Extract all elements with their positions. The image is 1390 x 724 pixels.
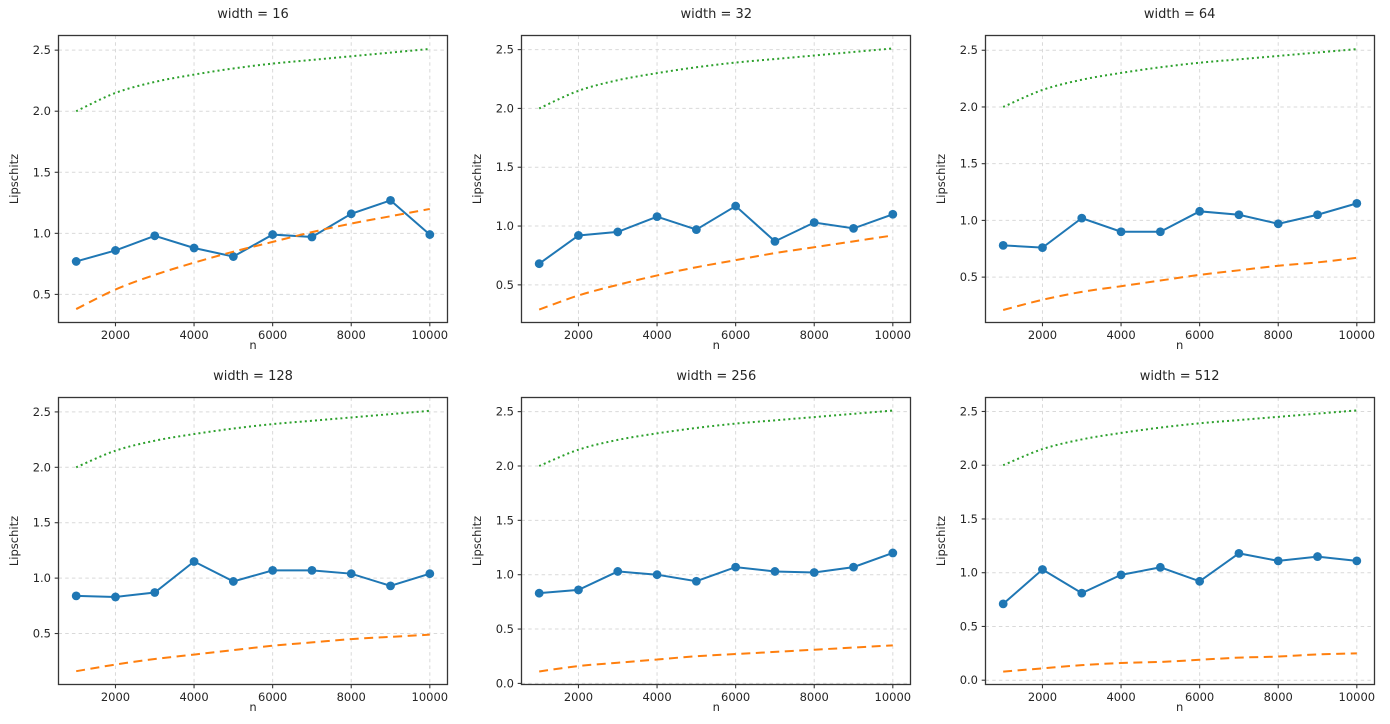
svg-text:4000: 4000 <box>179 328 208 342</box>
svg-text:2.0: 2.0 <box>33 104 51 118</box>
plot-area: 2000 4000 6000 8000 10000 0.5 1.0 1.5 2.0 2.5 <box>496 34 912 342</box>
svg-text:2.0: 2.0 <box>959 458 977 472</box>
svg-text:6000: 6000 <box>258 690 287 704</box>
svg-text:4000: 4000 <box>1106 328 1135 342</box>
svg-text:10000: 10000 <box>875 328 912 342</box>
subplot-title: width = 64 <box>1143 7 1216 22</box>
svg-text:4000: 4000 <box>643 328 672 342</box>
svg-text:8000: 8000 <box>337 328 366 342</box>
svg-text:4000: 4000 <box>643 690 672 704</box>
svg-text:4000: 4000 <box>179 690 208 704</box>
subplot-title: width = 256 <box>676 369 757 384</box>
x-axis-label: n <box>249 338 257 352</box>
y-axis-label: Lipschitz <box>470 153 485 205</box>
svg-text:1.0: 1.0 <box>496 568 514 582</box>
y-axis-label: Lipschitz <box>7 515 21 567</box>
x-axis-label: n <box>249 700 257 714</box>
svg-text:8000: 8000 <box>800 690 829 704</box>
svg-text:0.5: 0.5 <box>496 278 514 292</box>
svg-text:2.0: 2.0 <box>496 101 514 115</box>
plot-area: 2000 4000 6000 8000 10000 0.0 0.5 1.0 1.5 2.0 2.5 <box>959 396 1375 704</box>
subplot-width-512: 2000 4000 6000 8000 10000 0.0 0.5 1.0 1.5 2.0 2.5 … <box>927 362 1390 724</box>
svg-text:2.5: 2.5 <box>496 43 514 57</box>
svg-text:8000: 8000 <box>1263 690 1292 704</box>
svg-text:2000: 2000 <box>564 690 593 704</box>
svg-text:10000: 10000 <box>1338 328 1375 342</box>
svg-text:1.5: 1.5 <box>496 160 514 174</box>
svg-text:6000: 6000 <box>721 328 750 342</box>
svg-text:2.0: 2.0 <box>33 460 51 474</box>
svg-text:2.5: 2.5 <box>959 43 977 57</box>
y-axis-label: Lipschitz <box>470 515 485 567</box>
plot-area: 2000 4000 6000 8000 10000 0.5 1.0 1.5 2.0 2.5 <box>959 34 1375 342</box>
svg-text:1.0: 1.0 <box>496 219 514 233</box>
svg-text:8000: 8000 <box>337 690 366 704</box>
svg-text:2.0: 2.0 <box>959 100 977 114</box>
svg-text:0.5: 0.5 <box>33 287 51 301</box>
subplot-width-16: 2000 4000 6000 8000 10000 0.5 1.0 1.5 2.0 2.5 wid… <box>0 0 463 362</box>
svg-text:6000: 6000 <box>1185 690 1214 704</box>
subplot-width-32: 2000 4000 6000 8000 10000 0.5 1.0 1.5 2.0 2.5 wid… <box>463 0 926 362</box>
svg-text:2.5: 2.5 <box>33 43 51 57</box>
svg-text:2.0: 2.0 <box>496 459 514 473</box>
svg-text:1.0: 1.0 <box>33 571 51 585</box>
svg-text:6000: 6000 <box>258 328 287 342</box>
y-axis-label: Lipschitz <box>933 515 948 567</box>
svg-text:2000: 2000 <box>101 690 130 704</box>
svg-text:0.5: 0.5 <box>959 619 977 633</box>
svg-text:2000: 2000 <box>1028 328 1057 342</box>
svg-text:2.5: 2.5 <box>959 404 977 418</box>
subplot-width-256: 2000 4000 6000 8000 10000 0.0 0.5 1.0 1.5 2.0 2.5 … <box>463 362 926 724</box>
subplot-width-128: 2000 4000 6000 8000 10000 0.5 1.0 1.5 2.0 2.5 wid… <box>0 362 463 724</box>
svg-text:8000: 8000 <box>800 328 829 342</box>
svg-text:4000: 4000 <box>1106 690 1135 704</box>
subplot-title: width = 512 <box>1139 369 1220 384</box>
svg-text:0.0: 0.0 <box>959 673 977 687</box>
y-axis-label: Lipschitz <box>7 153 21 205</box>
subplot-title: width = 128 <box>213 369 293 384</box>
svg-text:2.5: 2.5 <box>496 405 514 419</box>
svg-text:10000: 10000 <box>412 328 449 342</box>
svg-text:10000: 10000 <box>1338 690 1375 704</box>
y-axis-label: Lipschitz <box>933 153 948 205</box>
subplot-title: width = 16 <box>217 7 289 22</box>
svg-text:1.5: 1.5 <box>33 516 51 530</box>
svg-text:0.5: 0.5 <box>496 622 514 636</box>
svg-text:8000: 8000 <box>1263 328 1292 342</box>
svg-text:1.0: 1.0 <box>959 566 977 580</box>
x-axis-label: n <box>1176 338 1184 352</box>
svg-text:2000: 2000 <box>1028 690 1057 704</box>
svg-text:6000: 6000 <box>1185 328 1214 342</box>
subplot-title: width = 32 <box>680 7 753 22</box>
svg-text:6000: 6000 <box>721 690 750 704</box>
svg-text:1.5: 1.5 <box>496 513 514 527</box>
svg-text:1.5: 1.5 <box>959 512 977 526</box>
svg-text:0.5: 0.5 <box>959 270 977 284</box>
svg-text:1.5: 1.5 <box>33 165 51 179</box>
svg-text:0.0: 0.0 <box>496 676 514 690</box>
plot-area: 2000 4000 6000 8000 10000 0.5 1.0 1.5 2.0 2.5 <box>33 396 449 704</box>
plot-area: 2000 4000 6000 8000 10000 0.5 1.0 1.5 2.0 2.5 <box>33 34 449 342</box>
x-axis-label: n <box>712 338 720 352</box>
svg-text:10000: 10000 <box>875 690 912 704</box>
svg-text:10000: 10000 <box>412 690 449 704</box>
svg-text:2.5: 2.5 <box>33 405 51 419</box>
svg-text:2000: 2000 <box>101 328 130 342</box>
subplot-width-64: 2000 4000 6000 8000 10000 0.5 1.0 1.5 2.0 2.5 wid… <box>927 0 1390 362</box>
svg-text:1.0: 1.0 <box>959 213 977 227</box>
x-axis-label: n <box>712 700 720 714</box>
plot-area: 2000 4000 6000 8000 10000 0.0 0.5 1.0 1.5 2.0 2.5 <box>496 396 912 704</box>
svg-text:0.5: 0.5 <box>33 627 51 641</box>
svg-text:1.0: 1.0 <box>33 226 51 240</box>
svg-text:2000: 2000 <box>564 328 593 342</box>
x-axis-label: n <box>1176 700 1184 714</box>
svg-text:1.5: 1.5 <box>959 157 977 171</box>
